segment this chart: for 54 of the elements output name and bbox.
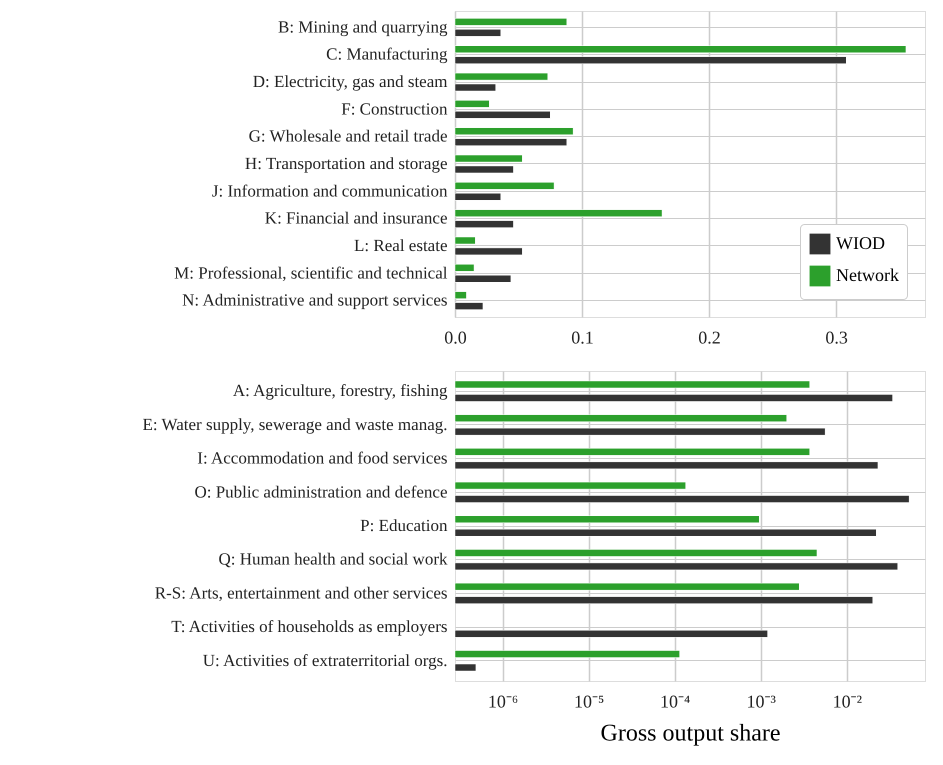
x-tick-label: 0.1 [571,328,594,348]
y-tick-label: E: Water supply, sewerage and waste manag. [142,414,448,434]
legend-label: Network [836,265,899,285]
bar [454,100,490,108]
bar [454,236,476,244]
bar [454,56,846,64]
y-tick-label: I: Accommodation and food services [197,448,448,468]
x-tick-label: 10⁻⁴ [660,692,690,712]
y-tick-label: T: Activities of households as employers [171,617,448,636]
x-tick-label: 10⁻³ [746,692,777,712]
bar [454,154,523,162]
bar [454,127,574,135]
y-tick-label: J: Information and communication [212,181,448,200]
x-tick-label: 10⁻⁵ [574,692,604,712]
y-tick-label: H: Transportation and storage [244,154,448,173]
bar [454,193,501,201]
x-tick-label: 10⁻⁶ [488,692,518,712]
y-tick-label: P: Education [360,516,448,535]
bar [454,84,496,92]
bar [454,220,514,228]
bar [454,166,514,174]
y-tick-label: D: Electricity, gas and steam [252,72,448,92]
bar [454,209,662,217]
bar [454,182,554,190]
bar [454,264,474,272]
y-tick-label: U: Activities of extraterritorial orgs. [202,650,448,670]
legend-label: WIOD [836,233,885,253]
y-tick-label: N: Administrative and support services [182,290,448,310]
bar [454,46,906,53]
y-tick-label: M: Professional, scientific and technical [174,263,448,282]
x-tick-label: 0.3 [825,328,848,348]
bar [454,291,467,299]
bar [454,248,523,256]
x-tick-label: 0.2 [698,328,721,348]
y-tick-label: F: Construction [341,99,448,118]
bar [454,111,551,119]
bar [454,275,512,282]
y-tick-label: O: Public administration and defence [194,482,448,502]
bar [454,72,548,80]
x-tick-label: 0.0 [444,328,467,348]
y-tick-label: Q: Human health and social work [218,550,448,569]
x-tick-label: 10⁻² [832,692,862,712]
y-tick-label: R-S: Arts, entertainment and other services [154,583,448,602]
y-tick-label: K: Financial and insurance [264,208,448,228]
y-tick-label: A: Agriculture, forestry, fishing [232,381,448,400]
bar [454,302,484,310]
bar [454,18,568,26]
y-tick-label: C: Manufacturing [326,44,448,64]
y-tick-label: L: Real estate [354,236,448,255]
bar [454,29,501,37]
bar [454,138,568,146]
x-axis-title: Gross output share [600,720,780,746]
y-tick-label: B: Mining and quarrying [278,17,448,36]
y-tick-label: G: Wholesale and retail trade [248,126,448,146]
